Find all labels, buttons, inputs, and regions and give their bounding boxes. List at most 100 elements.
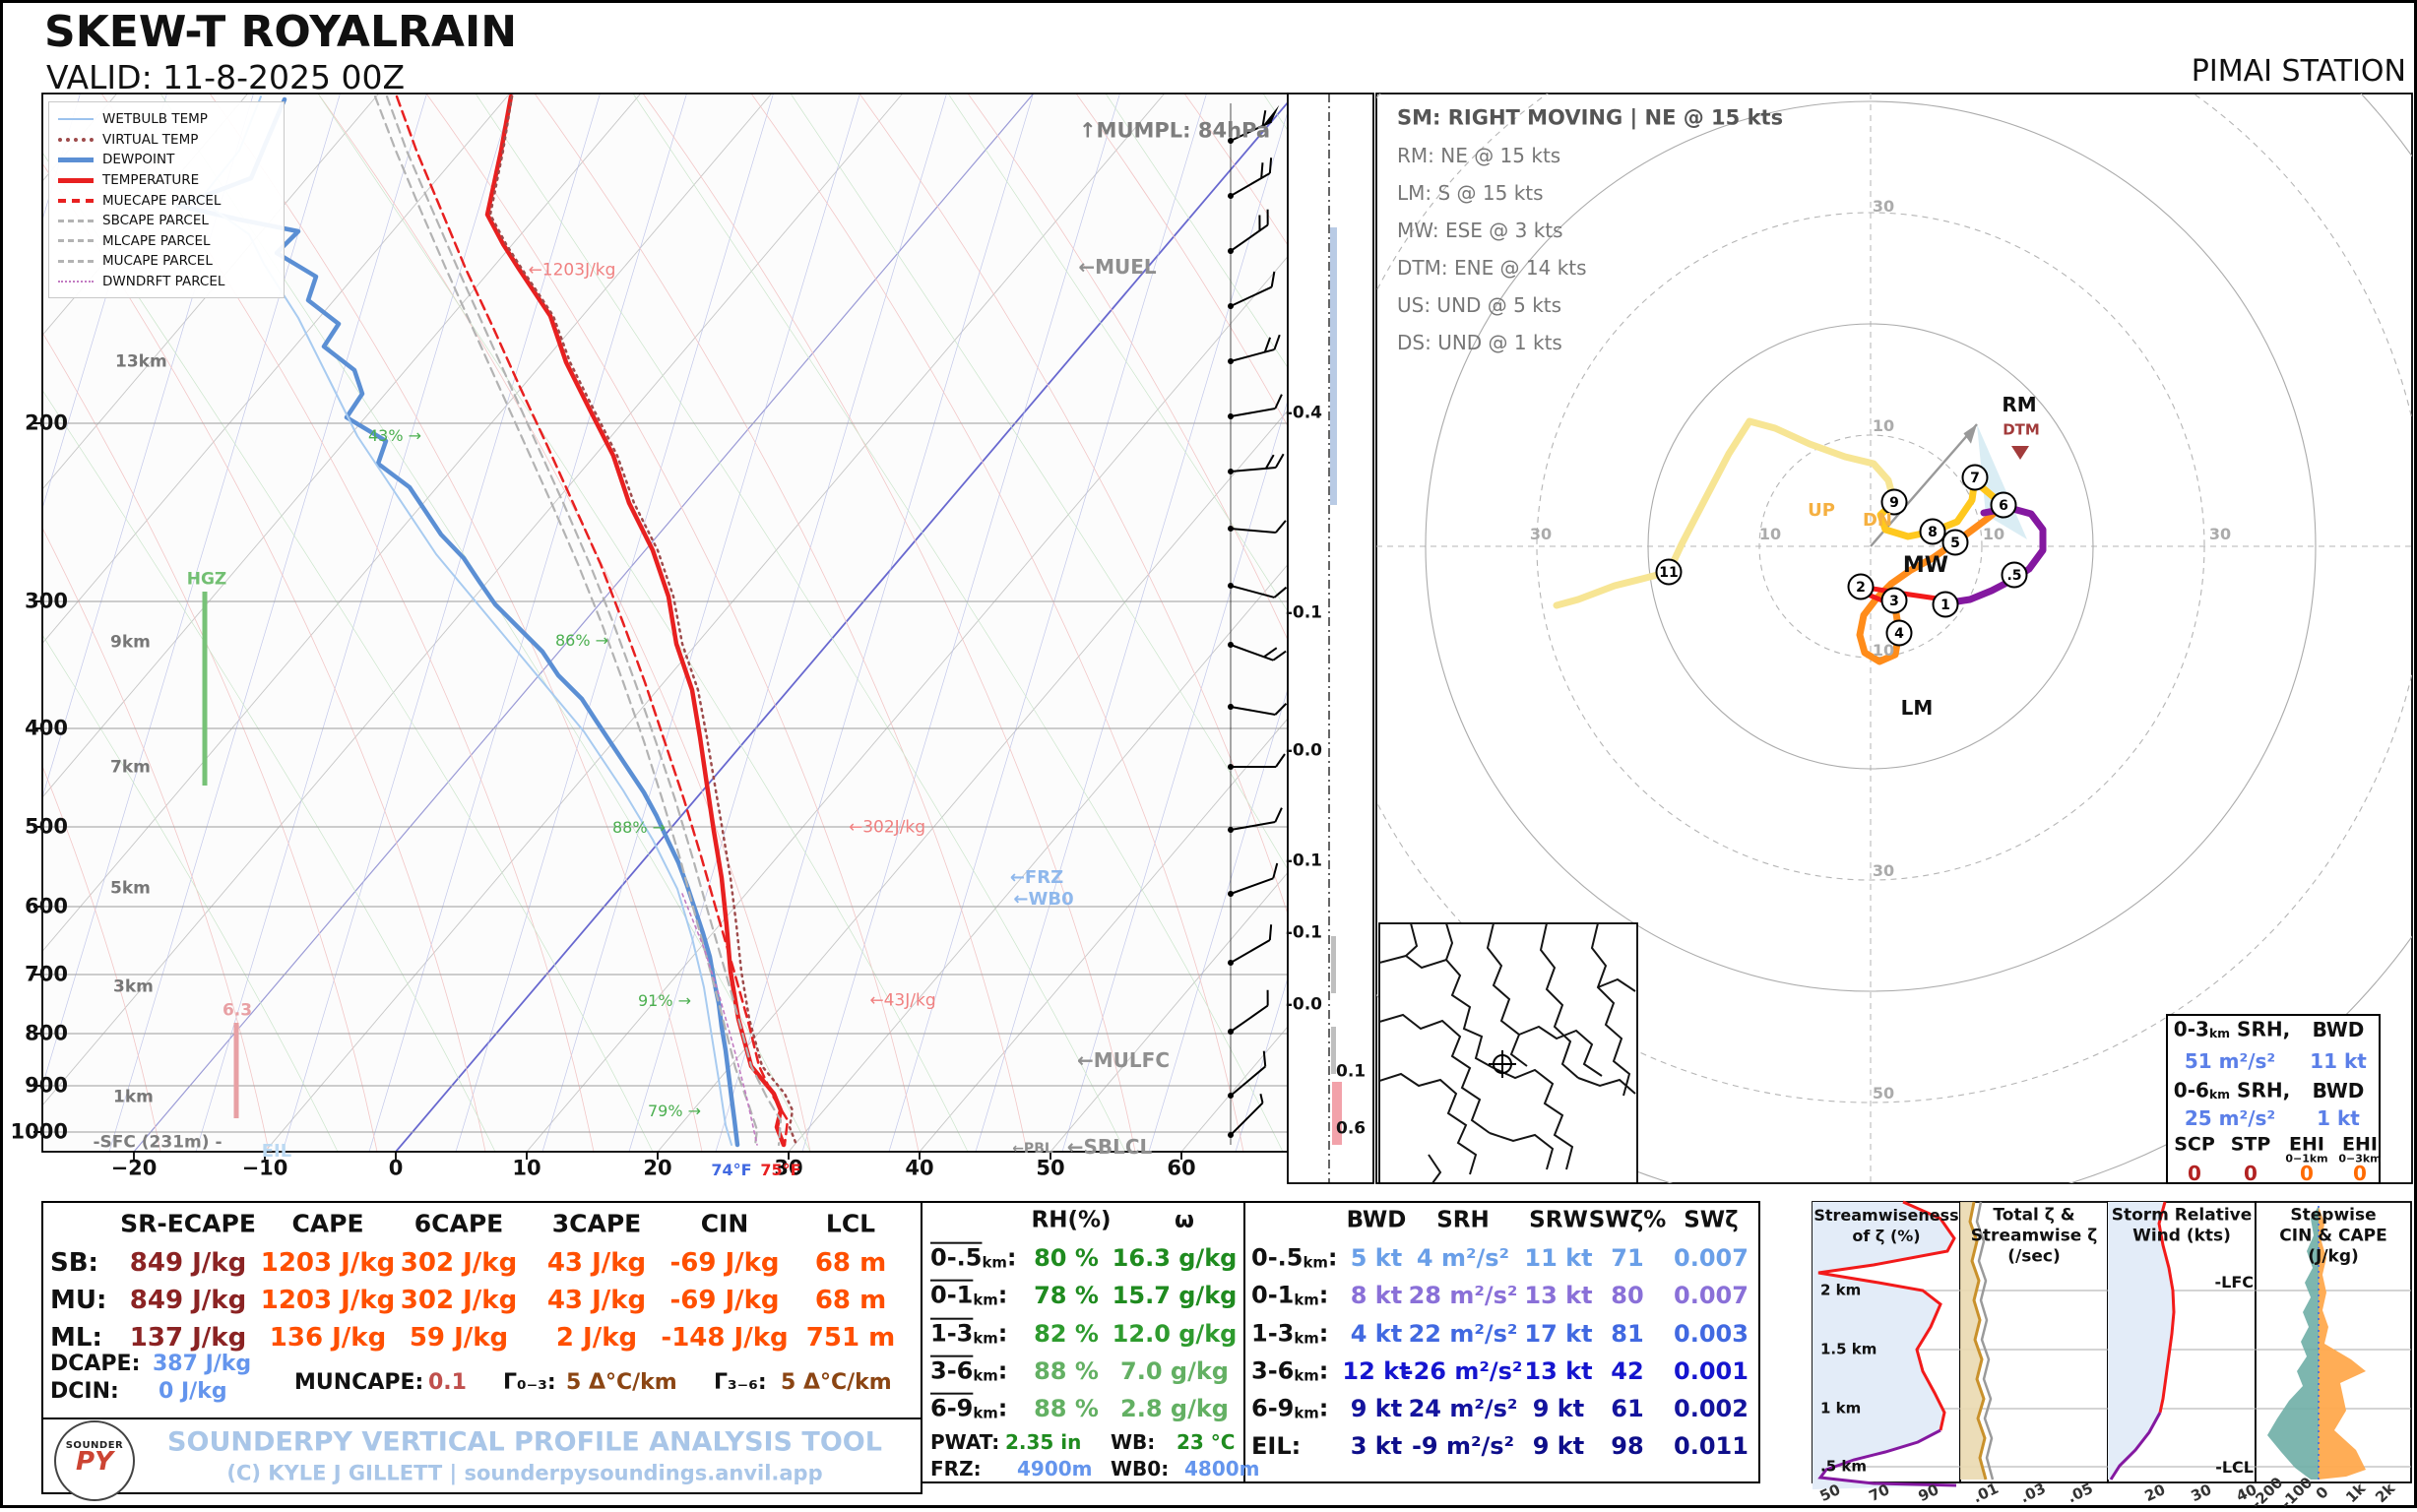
- skewt-annotation: HGZ: [186, 569, 227, 590]
- omega-label: 0.1: [1336, 1061, 1367, 1082]
- motion-label: RM: [2002, 393, 2037, 416]
- panel-title: of ζ (%): [1852, 1227, 1921, 1245]
- kin-header: SWζ: [1684, 1207, 1739, 1233]
- legend-item: MUECAPE PARCEL: [58, 190, 275, 211]
- legend-swatch-icon: [58, 157, 94, 162]
- motion-label: DTM: [2003, 420, 2040, 439]
- pressure-tick: 700: [25, 962, 68, 986]
- svg-text:5: 5: [1950, 536, 1960, 551]
- legend-item: DWNDRFT PARCEL: [58, 272, 275, 292]
- height-label: 3km: [113, 976, 154, 997]
- thermo-header: CAPE: [291, 1209, 364, 1238]
- ring-label: 30: [1872, 197, 1895, 216]
- composite-value: 0: [2300, 1162, 2314, 1185]
- thermo-row-label: MU:: [50, 1286, 107, 1315]
- frz-value: 4900m: [1017, 1457, 1093, 1480]
- skewt-annotation: ←302J/kg: [848, 817, 926, 838]
- skewt-annotation: 91% →: [637, 991, 692, 1010]
- kin-value: 0.007: [1674, 1244, 1749, 1272]
- hodo-6-9km: [1876, 474, 2007, 540]
- ring-label: 30: [1529, 525, 1553, 543]
- thermo-extra: Γ₃₋₆:: [714, 1370, 767, 1395]
- pressure-tick: 500: [25, 814, 68, 839]
- curve-dwndrft-parcel: [681, 893, 758, 1146]
- svg-text:2: 2: [1856, 580, 1866, 596]
- thermo-extra: 0 J/kg: [159, 1379, 227, 1404]
- kin-value: 0.001: [1674, 1357, 1749, 1385]
- kin-value: 12 kt: [1342, 1357, 1411, 1385]
- mixing-ratio-value: 2.8 g/kg: [1120, 1395, 1229, 1422]
- ring-label: 50: [1872, 1084, 1895, 1102]
- legend-item: TEMPERATURE: [58, 170, 275, 191]
- panel-title: Streamwiseness: [1813, 1206, 1959, 1225]
- station-name: PIMAI STATION: [2191, 54, 2406, 89]
- omega-bar: [1332, 1082, 1342, 1145]
- wind-barb: [1228, 209, 1269, 254]
- district-map: [1379, 923, 1636, 1183]
- panel-title: Wind (kts): [2132, 1226, 2231, 1246]
- kin-header: SRW: [1529, 1207, 1588, 1233]
- wind-barb: [1228, 989, 1269, 1035]
- thermo-extra: DCAPE:: [50, 1352, 141, 1376]
- rh-value: 78 %: [1034, 1282, 1099, 1309]
- thermo-value: 849 J/kg: [129, 1248, 247, 1278]
- rh-row-label: 3-6km:: [930, 1356, 1008, 1385]
- hodo-height-marker: [2001, 561, 2028, 589]
- hodo-height-marker: [1990, 491, 2017, 519]
- valid-time: VALID: 11-8-2025 00Z: [46, 58, 406, 96]
- rh-header: RH(%): [1031, 1207, 1112, 1233]
- svg-text:7: 7: [1970, 471, 1980, 486]
- skewt-annotation: ↑MUMPL: 84hPa: [1078, 118, 1271, 143]
- logo-text-main: PY: [76, 1447, 113, 1477]
- hodo-height-marker: [1655, 558, 1683, 586]
- panel-ytick: 2 km: [1820, 1281, 1862, 1299]
- footer-credit: (C) KYLE J GILLETT | sounderpysoundings.…: [226, 1461, 823, 1485]
- skewt-annotation: ←MULFC: [1077, 1048, 1170, 1072]
- kin-value: -26 m²/s²: [1403, 1357, 1523, 1385]
- p1-fill: [1813, 1202, 1956, 1489]
- thermo-extra: 0.1: [428, 1370, 467, 1395]
- kin-value: 9 kt: [1350, 1395, 1403, 1422]
- omega-label: -0.4: [1285, 403, 1322, 423]
- composite-header: EHI: [2289, 1133, 2324, 1156]
- legend-swatch-icon: [58, 219, 94, 222]
- omega-label: -0.1: [1285, 922, 1322, 943]
- kin-value: 0.011: [1674, 1432, 1749, 1460]
- kin-value: 9 kt: [1532, 1432, 1585, 1460]
- height-label: 5km: [110, 878, 151, 899]
- kin-value: 24 m²/s²: [1408, 1395, 1518, 1422]
- omega-bar: [1330, 227, 1337, 505]
- kin-value: 42: [1611, 1357, 1644, 1385]
- panel-ytick: 1.5 km: [1820, 1340, 1877, 1358]
- thermo-value: 43 J/kg: [546, 1286, 647, 1315]
- legend-swatch-icon: [58, 198, 94, 203]
- panel-title: (/sec): [2007, 1246, 2061, 1267]
- kin-value: 0.003: [1674, 1320, 1749, 1348]
- panel-title: Streamwise ζ: [1970, 1226, 2098, 1246]
- mixing-ratio-value: 15.7 g/kg: [1112, 1282, 1238, 1309]
- ring-label: 10: [1872, 416, 1895, 435]
- bwd-0-6-value: 1 kt: [2317, 1106, 2360, 1130]
- storm-motion-line: SM: RIGHT MOVING | NE @ 15 kts: [1397, 105, 1784, 130]
- figure-canvas: .5 1 2 3 4 5 6 7 8 9 11: [33, 93, 2413, 1494]
- curve-dewpoint: [175, 96, 740, 1148]
- panel-title: Stepwise: [2290, 1205, 2377, 1226]
- temp-tick: 10: [512, 1156, 541, 1180]
- thermo-value: 1203 J/kg: [260, 1286, 396, 1315]
- omega-bar: [1331, 936, 1336, 993]
- kin-value: 13 kt: [1524, 1282, 1593, 1309]
- wind-barb: [1228, 394, 1283, 419]
- curve-mlcape-parcel: [373, 94, 759, 1147]
- composite-value: 0: [2188, 1162, 2201, 1185]
- pressure-tick: 900: [25, 1073, 68, 1098]
- bwd-0-3-header: BWD: [2312, 1018, 2365, 1041]
- thermo-extra: 387 J/kg: [153, 1352, 252, 1376]
- legend-swatch-icon: [58, 137, 94, 142]
- omega-label: 0.6: [1336, 1118, 1367, 1139]
- rh-row-label: 6-9km:: [930, 1394, 1008, 1422]
- temp-tick: −10: [241, 1156, 288, 1180]
- wind-barb: [1228, 453, 1285, 474]
- kin-value: 0.007: [1674, 1282, 1749, 1309]
- storm-motion-line: MW: ESE @ 3 kts: [1397, 219, 1563, 242]
- skewt-legend: WETBULB TEMP VIRTUAL TEMP DEWPOINT TEMPERAT…: [48, 101, 285, 299]
